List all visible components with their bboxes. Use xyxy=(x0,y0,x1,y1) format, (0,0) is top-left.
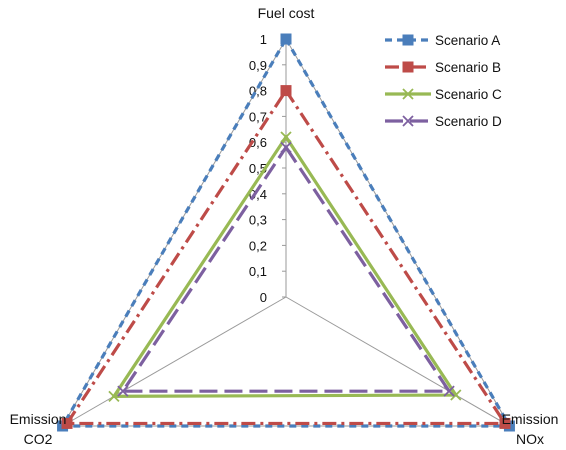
series-4 xyxy=(117,141,455,397)
legend-swatch-marker xyxy=(402,115,414,127)
tick-label: 0 xyxy=(260,290,267,305)
legend-swatch-marker xyxy=(402,61,414,73)
tick-label: 0,1 xyxy=(249,264,267,279)
axis-label-line: CO2 xyxy=(24,431,53,447)
data-point xyxy=(280,131,292,143)
data-point xyxy=(280,85,292,97)
data-point xyxy=(280,141,292,153)
axis-label-line: Emission xyxy=(10,411,67,427)
legend: Scenario A Scenario B Scenario C Scenario D xyxy=(385,33,502,129)
tick-label: 0,2 xyxy=(249,238,267,253)
tick-label: 0,3 xyxy=(249,213,267,228)
series-3 xyxy=(108,131,462,402)
legend-label: Scenario B xyxy=(435,60,501,75)
grid-spoke-2 xyxy=(285,296,510,427)
data-point xyxy=(280,33,292,45)
axis-label: Emission CO2 xyxy=(10,411,67,447)
tick-label: 1 xyxy=(260,32,267,47)
tick-label: 0,6 xyxy=(249,135,267,150)
legend-swatch-marker xyxy=(402,88,414,100)
grid-spoke-3 xyxy=(62,296,287,427)
tick-label: 0,7 xyxy=(249,109,267,124)
series-line xyxy=(119,144,453,393)
legend-swatch-marker xyxy=(402,34,414,46)
data-point xyxy=(450,389,462,401)
series-line xyxy=(64,87,508,426)
series-2 xyxy=(61,85,511,429)
legend-item: Scenario B xyxy=(385,60,501,75)
legend-label: Scenario A xyxy=(435,33,500,48)
legend-item: Scenario D xyxy=(385,114,502,129)
series-line xyxy=(110,134,459,398)
legend-item: Scenario A xyxy=(385,33,500,48)
axis-label-line: NOx xyxy=(516,431,544,447)
axis-label-line: Emission xyxy=(502,411,559,427)
axis-label: Fuel cost xyxy=(258,5,315,21)
axis-label: Emission NOx xyxy=(502,411,559,447)
data-point xyxy=(443,385,455,397)
axis-label-line: Fuel cost xyxy=(258,5,315,21)
legend-item: Scenario C xyxy=(385,87,502,102)
legend-label: Scenario D xyxy=(435,114,502,129)
data-point xyxy=(499,417,511,429)
axis-labels: Fuel cost Emission NOx Emission CO2 xyxy=(10,5,559,447)
data-point xyxy=(117,385,129,397)
tick-labels: 00,10,20,30,40,50,60,70,80,91 xyxy=(249,32,267,305)
data-point xyxy=(108,390,120,402)
tick-label: 0,9 xyxy=(249,58,267,73)
series-layer xyxy=(57,33,515,432)
series-line xyxy=(59,35,513,428)
legend-label: Scenario C xyxy=(435,87,502,102)
data-point xyxy=(61,417,73,429)
